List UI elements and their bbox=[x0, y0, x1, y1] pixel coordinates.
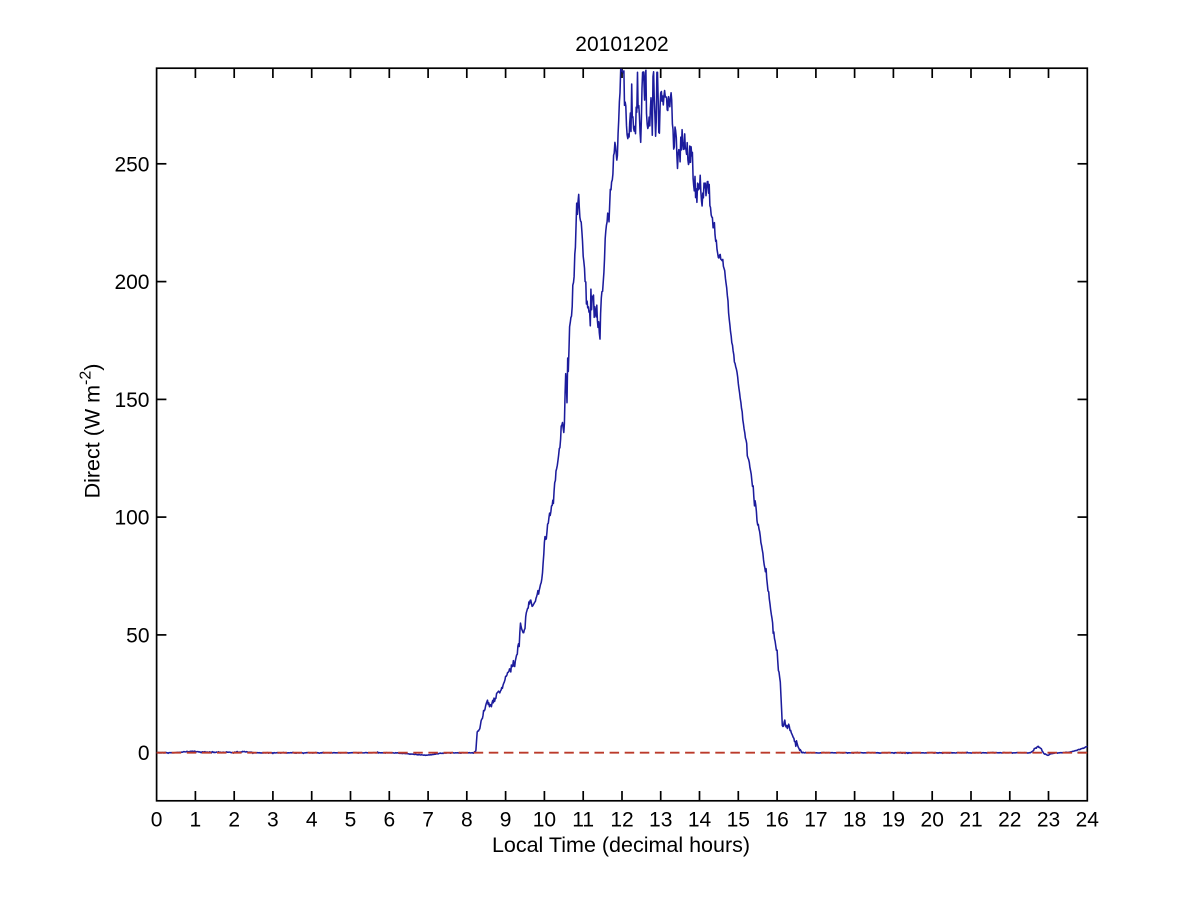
svg-text:7: 7 bbox=[422, 809, 434, 832]
svg-text:20: 20 bbox=[921, 809, 944, 832]
svg-text:0: 0 bbox=[151, 809, 163, 832]
svg-text:24: 24 bbox=[1076, 809, 1100, 832]
svg-text:20101202: 20101202 bbox=[575, 33, 668, 56]
svg-text:1: 1 bbox=[190, 809, 202, 832]
svg-text:200: 200 bbox=[114, 271, 149, 294]
svg-text:15: 15 bbox=[727, 809, 750, 832]
svg-text:14: 14 bbox=[688, 809, 712, 832]
svg-text:19: 19 bbox=[882, 809, 905, 832]
svg-text:16: 16 bbox=[765, 809, 788, 832]
svg-text:Local Time (decimal hours): Local Time (decimal hours) bbox=[492, 833, 750, 857]
svg-text:17: 17 bbox=[804, 809, 827, 832]
svg-text:10: 10 bbox=[533, 809, 556, 832]
svg-text:50: 50 bbox=[126, 624, 149, 647]
svg-text:Direct (W m-2): Direct (W m-2) bbox=[78, 364, 105, 499]
svg-text:18: 18 bbox=[843, 809, 866, 832]
svg-text:23: 23 bbox=[1037, 809, 1060, 832]
svg-text:22: 22 bbox=[998, 809, 1021, 832]
svg-text:0: 0 bbox=[138, 742, 150, 765]
svg-text:250: 250 bbox=[114, 153, 149, 176]
svg-text:2: 2 bbox=[228, 809, 240, 832]
svg-text:9: 9 bbox=[500, 809, 512, 832]
svg-text:100: 100 bbox=[114, 507, 149, 530]
svg-text:4: 4 bbox=[306, 809, 318, 832]
svg-text:6: 6 bbox=[383, 809, 395, 832]
svg-text:12: 12 bbox=[610, 809, 633, 832]
svg-text:3: 3 bbox=[267, 809, 279, 832]
svg-text:8: 8 bbox=[461, 809, 473, 832]
svg-text:13: 13 bbox=[649, 809, 672, 832]
svg-text:150: 150 bbox=[114, 389, 149, 412]
svg-text:5: 5 bbox=[345, 809, 357, 832]
svg-text:21: 21 bbox=[959, 809, 982, 832]
svg-text:11: 11 bbox=[572, 809, 594, 832]
